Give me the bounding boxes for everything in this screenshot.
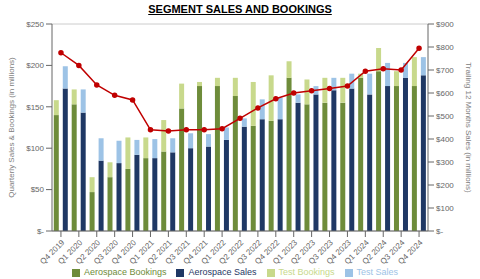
svg-text:$150: $150 <box>26 103 44 112</box>
svg-text:Trailing 12 Months Sales (in m: Trailing 12 Months Sales (in millions) <box>464 62 472 193</box>
svg-text:Q3 2020: Q3 2020 <box>92 238 121 267</box>
html-text:Test Bookings: Test Bookings <box>278 267 335 277</box>
svg-text:Q2 2024: Q2 2024 <box>360 238 389 267</box>
svg-text:Q3 2022: Q3 2022 <box>235 238 264 267</box>
html-text:SEGMENT SALES AND BOOKINGS: SEGMENT SALES AND BOOKINGS <box>148 3 332 15</box>
svg-text:$250: $250 <box>26 20 44 29</box>
svg-text:Q3 2023: Q3 2023 <box>306 238 335 267</box>
svg-text:$-: $- <box>436 227 443 236</box>
svg-text:Q3 2021: Q3 2021 <box>163 238 192 267</box>
svg-text:Q4 2019: Q4 2019 <box>38 238 67 267</box>
svg-text:$600: $600 <box>436 89 454 98</box>
svg-text:$200: $200 <box>26 61 44 70</box>
svg-text:$700: $700 <box>436 66 454 75</box>
svg-text:Q4 2021: Q4 2021 <box>181 238 210 267</box>
svg-text:Quarterly Sales & Bookings (in: Quarterly Sales & Bookings (in millions) <box>8 57 16 198</box>
svg-text:$-: $- <box>37 227 44 236</box>
svg-text:$50: $50 <box>31 185 45 194</box>
svg-text:Q1 2022: Q1 2022 <box>199 238 228 267</box>
svg-text:$300: $300 <box>436 158 454 167</box>
html-text:Test Sales: Test Sales <box>356 267 399 277</box>
svg-text:$100: $100 <box>436 204 454 213</box>
svg-text:Q2 2022: Q2 2022 <box>217 238 246 267</box>
html-text:Aerospace Sales: Aerospace Sales <box>188 267 257 277</box>
svg-text:$500: $500 <box>436 112 454 121</box>
html-text:Aerospace Bookings: Aerospace Bookings <box>83 267 167 277</box>
svg-text:Q1 2024: Q1 2024 <box>342 238 371 267</box>
svg-text:$800: $800 <box>436 43 454 52</box>
svg-text:$100: $100 <box>26 144 44 153</box>
svg-text:Q4 2020: Q4 2020 <box>109 238 138 267</box>
svg-text:Q4 2022: Q4 2022 <box>253 238 282 267</box>
svg-text:Q4 2024: Q4 2024 <box>396 238 424 266</box>
svg-text:$200: $200 <box>436 181 454 190</box>
svg-text:Q1 2020: Q1 2020 <box>56 238 85 267</box>
svg-text:$900: $900 <box>436 20 454 29</box>
svg-text:$400: $400 <box>436 135 454 144</box>
svg-text:Q2 2020: Q2 2020 <box>74 238 103 267</box>
svg-text:Q4 2023: Q4 2023 <box>324 238 353 267</box>
svg-text:Q1 2023: Q1 2023 <box>271 238 300 267</box>
svg-text:Q2 2021: Q2 2021 <box>145 238 174 267</box>
svg-text:Q1 2021: Q1 2021 <box>127 238 156 267</box>
svg-text:Q3 2024: Q3 2024 <box>378 238 407 267</box>
svg-text:Q2 2023: Q2 2023 <box>289 238 317 267</box>
